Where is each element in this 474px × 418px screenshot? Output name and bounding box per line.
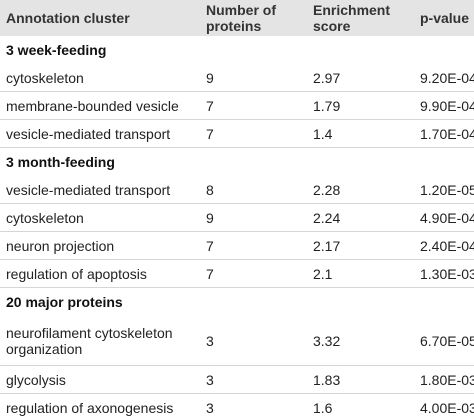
data-row: cytoskeleton 9 2.97 9.20E-04 [0, 64, 474, 92]
data-row: cytoskeleton 9 2.24 4.90E-04 [0, 204, 474, 232]
p-value: 2.40E-04 [420, 237, 474, 254]
enrichment-score: 2.1 [313, 265, 333, 282]
p-value: 1.30E-03 [420, 265, 474, 282]
p-value: 9.20E-04 [420, 69, 474, 86]
cluster-name: regulation of axonogenesis [6, 399, 174, 416]
enrichment-score: 1.83 [313, 371, 341, 388]
section-row: 3 week-feeding [0, 36, 474, 64]
protein-count: 9 [206, 69, 214, 86]
p-value: 1.70E-04 [420, 125, 474, 142]
data-row: neuron projection 7 2.17 2.40E-04 [0, 232, 474, 260]
data-row: vesicle-mediated transport 7 1.4 1.70E-04 [0, 120, 474, 148]
p-value: 1.20E-05 [420, 181, 474, 198]
protein-count: 7 [206, 237, 214, 254]
cluster-name: cytoskeleton [6, 209, 84, 226]
protein-count: 7 [206, 265, 214, 282]
protein-count: 3 [206, 399, 214, 416]
p-value: 9.90E-04 [420, 97, 474, 114]
data-row: membrane-bounded vesicle 7 1.79 9.90E-04 [0, 92, 474, 120]
cluster-name: membrane-bounded vesicle [6, 97, 179, 114]
enrichment-score: 3.32 [313, 332, 341, 349]
section-row: 20 major proteins [0, 288, 474, 316]
protein-count: 7 [206, 97, 214, 114]
header-cell: Number of proteins [206, 2, 276, 34]
protein-count: 3 [206, 332, 214, 349]
header-cell: Annotation cluster [6, 10, 130, 26]
protein-count: 3 [206, 371, 214, 388]
enrichment-score: 1.4 [313, 125, 333, 142]
header-cell: Enrichment score [313, 2, 391, 34]
p-value: 4.00E-03 [420, 399, 474, 416]
enrichment-score: 1.79 [313, 97, 341, 114]
cluster-name: neurofilament cytoskeleton organization [6, 324, 173, 357]
protein-count: 8 [206, 181, 214, 198]
cluster-name: vesicle-mediated transport [6, 125, 171, 142]
section-row: 3 month-feeding [0, 148, 474, 176]
data-row: regulation of apoptosis 7 2.1 1.30E-03 [0, 260, 474, 288]
cluster-name: glycolysis [6, 371, 66, 388]
data-row: regulation of axonogenesis 3 1.6 4.00E-03 [0, 394, 474, 418]
p-value: 4.90E-04 [420, 209, 474, 226]
section-title: 3 month-feeding [6, 154, 115, 170]
section-title: 3 week-feeding [6, 42, 107, 58]
enrichment-score: 2.97 [313, 69, 341, 86]
enrichment-score: 2.24 [313, 209, 341, 226]
enrichment-score: 1.6 [313, 399, 333, 416]
protein-count: 9 [206, 209, 214, 226]
header-row: Annotation cluster Number of proteins Enri… [0, 0, 474, 36]
cluster-name: cytoskeleton [6, 69, 84, 86]
p-value: 1.80E-03 [420, 371, 474, 388]
cluster-name: regulation of apoptosis [6, 265, 147, 282]
enrichment-score: 2.17 [313, 237, 341, 254]
cluster-name: vesicle-mediated transport [6, 181, 171, 198]
enrichment-score: 2.28 [313, 181, 341, 198]
data-row: vesicle-mediated transport 8 2.28 1.20E-05 [0, 176, 474, 204]
cluster-name: neuron projection [6, 237, 115, 254]
data-row: glycolysis 3 1.83 1.80E-03 [0, 366, 474, 394]
p-value: 6.70E-05 [420, 332, 474, 349]
section-title: 20 major proteins [6, 294, 123, 310]
header-cell: p-value [420, 10, 470, 26]
data-row: neurofilament cytoskeleton organization 3… [0, 316, 474, 366]
protein-count: 7 [206, 125, 214, 142]
